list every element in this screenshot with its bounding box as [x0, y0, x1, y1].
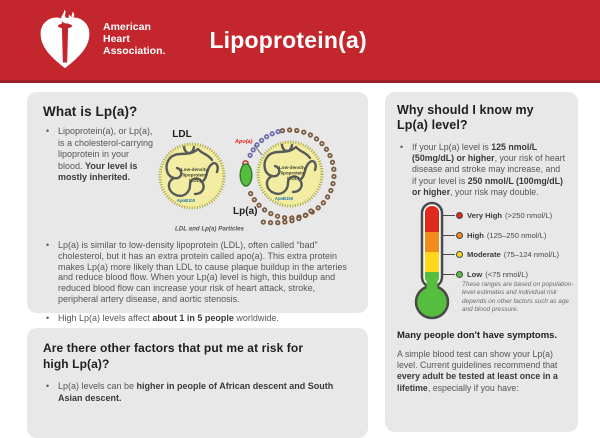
- tick-line: [443, 273, 455, 275]
- level-name: Low: [467, 269, 483, 279]
- level-range: (75–124 nmol/L): [503, 250, 560, 260]
- thermo-segment-high: [425, 231, 439, 252]
- torch-flame: [61, 10, 73, 24]
- diagram-caption: LDL and Lp(a) Particles: [175, 226, 245, 233]
- apoa-connector-green: [239, 163, 253, 187]
- scale-note: These ranges are based on population-lev…: [462, 280, 574, 313]
- thermo-segment-very-high: [425, 205, 439, 232]
- symptoms-statement: Many people don't have symptoms.: [397, 329, 558, 341]
- what-heading: What is Lp(a)?: [43, 104, 138, 119]
- level-dot-low: [456, 270, 463, 278]
- level-name: High: [467, 230, 484, 240]
- bullet-item: Lp(a) is similar to low-density lipoprot…: [43, 240, 348, 305]
- bullet-item: Lp(a) levels can be higher in people of …: [43, 381, 343, 404]
- header-banner: American Heart Association. Lipoprotein(…: [0, 0, 600, 83]
- thermometer-graphic: [414, 201, 450, 319]
- tick-line: [443, 215, 455, 217]
- bullet-text: If your Lp(a) level is: [412, 141, 492, 152]
- factors-heading: Are there other factors that put me at r…: [43, 341, 304, 371]
- bullet-text: worldwide.: [233, 312, 279, 323]
- paragraph-text-bold: every adult be tested at least once in a…: [397, 371, 558, 393]
- bullet-text: , your risk of heart disease and stroke …: [412, 152, 566, 186]
- level-range: (<75 nmol/L): [485, 269, 529, 279]
- bullet-text-bold: 125 nmol/L (50mg/dL) or higher: [412, 141, 537, 163]
- what-intro-row: Lipoprotein(a), or Lp(a), is a cholester…: [43, 126, 360, 234]
- level-name: Moderate: [467, 250, 501, 260]
- card-why-know-level: Why should I know my Lp(a) level? If you…: [385, 92, 578, 432]
- apoa-pointer-line: [253, 144, 263, 156]
- lpa-particle: [256, 140, 324, 208]
- scale-legend: Very High (>250 nmol/L) High (125–250 nm…: [443, 211, 560, 279]
- scale-row-moderate: Moderate (75–124 nmol/L): [443, 250, 560, 260]
- bullet-text: Lipoprotein(a), or Lp(a), is a cholester…: [58, 126, 154, 171]
- level-range: (>250 nmol/L): [505, 211, 553, 221]
- bullet-item: If your Lp(a) level is 125 nmol/L (50mg/…: [397, 142, 566, 199]
- why-heading: Why should I know my Lp(a) level?: [397, 103, 534, 133]
- paragraph-text: A simple blood test can show your Lp(a) …: [397, 348, 558, 371]
- org-name: American Heart Association.: [103, 22, 165, 57]
- paragraph-text: , especially if you have:: [427, 382, 519, 393]
- lpa-label: Lp(a): [233, 206, 257, 217]
- thermo-bulb: [414, 284, 450, 319]
- blood-test-paragraph: A simple blood test can show your Lp(a) …: [397, 349, 566, 395]
- bullet-text-bold: Your level is mostly inherited.: [58, 160, 138, 183]
- level-range: (125–250 nmol/L): [486, 230, 547, 240]
- bullet-text: High Lp(a) levels affect: [58, 312, 153, 323]
- ldl-lpa-particles-diagram: Low-density lipoprotein (LDL) ApoB100 LD…: [158, 127, 337, 233]
- bullet-item: High Lp(a) levels affect about 1 in 5 pe…: [43, 313, 360, 324]
- aha-heart-torch-logo: [40, 10, 90, 69]
- card-other-factors: Are there other factors that put me at r…: [27, 328, 368, 438]
- org-line-1: American: [103, 21, 151, 34]
- tick-line: [443, 254, 455, 256]
- tick-line: [443, 234, 455, 236]
- bullet-text-bold: about 1 in 5 people: [152, 312, 234, 323]
- org-line-3: Association.: [103, 44, 166, 57]
- level-name: Very High: [467, 211, 503, 221]
- bullet-text-bold: 250 nmol/L (100mg/dL) or higher: [412, 175, 563, 198]
- level-dot-high: [456, 231, 463, 239]
- level-dot-moderate: [456, 251, 463, 259]
- page-title: Lipoprotein(a): [209, 26, 367, 53]
- lpa-level-scale-figure: Very High (>250 nmol/L) High (125–250 nm…: [397, 200, 574, 326]
- thermo-segment-moderate: [425, 251, 439, 272]
- ldl-particle: [158, 142, 226, 210]
- card-what-is-lpa: What is Lp(a)? Lipoprotein(a), or Lp(a),…: [27, 92, 368, 323]
- bullet-text: Lp(a) levels can be: [58, 381, 137, 392]
- level-dot-very-high: [456, 212, 463, 220]
- scale-row-high: High (125–250 nmol/L): [443, 230, 559, 240]
- ldl-label: LDL: [172, 129, 191, 140]
- bullet-text: , your risk may double.: [450, 187, 539, 198]
- org-line-2: Heart: [103, 33, 130, 46]
- scale-row-low: Low (<75 nmol/L): [443, 269, 559, 279]
- apoa-label: Apo(a): [234, 139, 253, 145]
- bullet-text: Lp(a) is similar to low-density lipoprot…: [58, 240, 347, 304]
- scale-row-very-high: Very High (>250 nmol/L): [443, 211, 559, 221]
- apoa-chain-tail: [256, 208, 314, 226]
- bullet-text-bold: higher in people of African descent and …: [58, 381, 334, 403]
- bullet-item: Lipoprotein(a), or Lp(a), is a cholester…: [43, 126, 155, 234]
